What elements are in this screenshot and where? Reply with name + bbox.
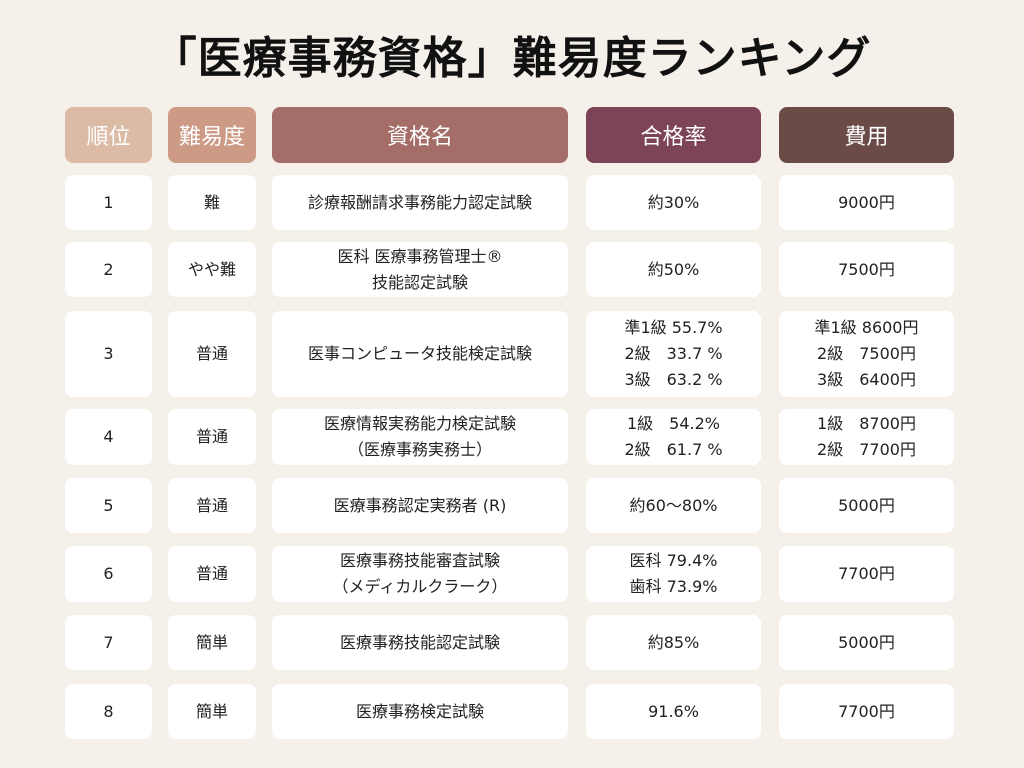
- rank-cell: 5: [65, 478, 152, 533]
- qualification-name-cell: 医療事務技能認定試験: [272, 615, 568, 670]
- pass-rate-cell: 約60〜80%: [586, 478, 761, 533]
- qualification-name-cell: 医療事務認定実務者 (R): [272, 478, 568, 533]
- difficulty-cell: 簡単: [168, 615, 256, 670]
- difficulty-cell: 簡単: [168, 684, 256, 739]
- cost-cell: 9000円: [779, 175, 954, 230]
- rank-cell: 4: [65, 409, 152, 465]
- pass-rate-cell: 91.6%: [586, 684, 761, 739]
- difficulty-cell: 普通: [168, 311, 256, 397]
- pass-rate-cell: 1級 54.2% 2級 61.7 %: [586, 409, 761, 465]
- difficulty-cell: 普通: [168, 546, 256, 602]
- cost-cell: 準1級 8600円 2級 7500円 3級 6400円: [779, 311, 954, 397]
- cost-cell: 7700円: [779, 684, 954, 739]
- pass-rate-cell: 約50%: [586, 242, 761, 297]
- header-cost: 費用: [779, 107, 954, 163]
- difficulty-cell: やや難: [168, 242, 256, 297]
- qualification-name-cell: 診療報酬請求事務能力認定試験: [272, 175, 568, 230]
- pass-rate-cell: 約85%: [586, 615, 761, 670]
- header-pass-rate: 合格率: [586, 107, 761, 163]
- rank-cell: 6: [65, 546, 152, 602]
- cost-cell: 7500円: [779, 242, 954, 297]
- header-rank: 順位: [65, 107, 152, 163]
- pass-rate-cell: 医科 79.4% 歯科 73.9%: [586, 546, 761, 602]
- qualification-name-cell: 医療事務技能審査試験 （メディカルクラーク）: [272, 546, 568, 602]
- difficulty-cell: 難: [168, 175, 256, 230]
- rank-cell: 3: [65, 311, 152, 397]
- qualification-name-cell: 医事コンピュータ技能検定試験: [272, 311, 568, 397]
- cost-cell: 5000円: [779, 615, 954, 670]
- cost-cell: 7700円: [779, 546, 954, 602]
- qualification-name-cell: 医科 医療事務管理士® 技能認定試験: [272, 242, 568, 297]
- header-name: 資格名: [272, 107, 568, 163]
- rank-cell: 1: [65, 175, 152, 230]
- pass-rate-cell: 約30%: [586, 175, 761, 230]
- cost-cell: 5000円: [779, 478, 954, 533]
- cost-cell: 1級 8700円 2級 7700円: [779, 409, 954, 465]
- page-title: 「医療事務資格」難易度ランキング: [152, 33, 872, 84]
- qualification-name-cell: 医療事務検定試験: [272, 684, 568, 739]
- rank-cell: 7: [65, 615, 152, 670]
- difficulty-cell: 普通: [168, 409, 256, 465]
- pass-rate-cell: 準1級 55.7% 2級 33.7 % 3級 63.2 %: [586, 311, 761, 397]
- rank-cell: 2: [65, 242, 152, 297]
- difficulty-cell: 普通: [168, 478, 256, 533]
- header-difficulty: 難易度: [168, 107, 256, 163]
- rank-cell: 8: [65, 684, 152, 739]
- qualification-name-cell: 医療情報実務能力検定試験 （医療事務実務士）: [272, 409, 568, 465]
